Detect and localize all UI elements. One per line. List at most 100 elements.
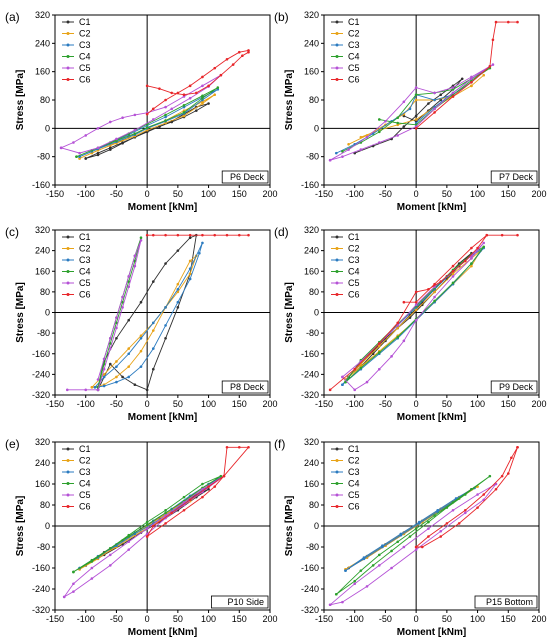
x-tick-label: 0 <box>414 189 419 199</box>
data-point <box>127 375 131 379</box>
data-point <box>151 107 155 111</box>
legend-label: C5 <box>79 490 91 500</box>
legend-label: C5 <box>348 490 360 500</box>
data-point <box>201 482 204 486</box>
y-axis-label: Stress [MPa] <box>284 70 295 131</box>
data-point <box>115 365 118 368</box>
data-point <box>485 233 489 237</box>
y-tick-label: -160 <box>301 563 319 573</box>
y-tick-label: 160 <box>304 266 319 276</box>
data-point <box>362 556 366 559</box>
data-point <box>201 84 204 88</box>
data-point <box>347 142 350 146</box>
data-point <box>488 474 492 478</box>
data-point <box>451 508 455 512</box>
y-tick-label: 240 <box>35 246 50 256</box>
data-point <box>414 527 418 530</box>
series-C6 <box>414 20 519 130</box>
data-point <box>341 600 344 604</box>
data-point <box>433 111 436 114</box>
data-point <box>510 456 513 460</box>
data-point <box>353 388 357 392</box>
y-tick-label: 160 <box>35 266 50 276</box>
x-tick-label: 200 <box>531 189 546 199</box>
data-point <box>102 384 106 388</box>
data-point <box>115 380 118 384</box>
y-tick-label: 320 <box>304 437 319 447</box>
data-point <box>341 155 344 158</box>
y-tick-label: 0 <box>45 521 50 531</box>
data-point <box>396 324 400 327</box>
y-tick-label: 240 <box>304 246 319 256</box>
data-point <box>390 566 393 570</box>
data-point <box>402 300 406 304</box>
data-point <box>463 511 467 515</box>
data-point <box>371 564 375 567</box>
x-tick-label: 100 <box>201 614 216 624</box>
data-point <box>194 109 198 112</box>
data-point <box>188 236 192 240</box>
legend-marker <box>66 505 70 508</box>
series-C6 <box>328 233 519 392</box>
data-point <box>145 523 149 526</box>
data-point <box>151 347 155 350</box>
y-tick-label: 80 <box>40 95 50 105</box>
y-tick-label: 0 <box>314 123 319 133</box>
y-tick-label: 80 <box>40 500 50 510</box>
data-point <box>127 365 131 368</box>
data-point <box>396 121 400 125</box>
data-point <box>414 127 418 130</box>
y-tick-label: 80 <box>309 95 319 105</box>
data-point <box>133 383 137 386</box>
x-tick-label: 150 <box>501 399 516 409</box>
y-tick-label: 320 <box>304 10 319 20</box>
x-tick-label: -150 <box>46 614 64 624</box>
panel-tag: P10 Side <box>227 597 264 607</box>
data-point <box>133 132 137 135</box>
data-point <box>108 564 112 567</box>
panel-tag-box <box>474 595 538 609</box>
data-point <box>164 508 167 512</box>
y-tick-label: 320 <box>35 437 50 447</box>
data-point <box>506 472 510 475</box>
legend-marker <box>335 235 339 239</box>
x-axis-label: Moment [kNm] <box>128 202 197 213</box>
x-tick-label: 150 <box>232 399 247 409</box>
data-point <box>344 569 347 572</box>
data-point <box>201 96 204 100</box>
data-point <box>145 112 149 116</box>
y-tick-label: 240 <box>304 38 319 48</box>
legend-label: C6 <box>348 502 360 512</box>
legend-marker <box>335 78 339 81</box>
panel-tag-box <box>221 380 269 394</box>
series-C6 <box>414 445 519 549</box>
legend-marker <box>335 66 339 70</box>
x-tick-label: 50 <box>173 399 183 409</box>
data-point <box>72 582 75 586</box>
legend-label: C6 <box>79 75 91 85</box>
legend-label: C2 <box>348 456 360 466</box>
legend-marker <box>335 258 339 262</box>
x-tick-label: 100 <box>470 189 485 199</box>
x-tick-label: -100 <box>77 189 95 199</box>
y-tick-label: -80 <box>37 542 50 552</box>
data-point <box>145 126 149 129</box>
data-point <box>139 336 143 340</box>
panel-tag: P8 Deck <box>230 382 265 392</box>
legend-marker <box>335 43 339 47</box>
legend-marker <box>66 20 70 24</box>
data-point <box>151 321 155 325</box>
data-point <box>96 127 100 130</box>
data-point <box>451 269 455 273</box>
chart-panel-1: -150 -100 -50 0 50 100 150 200 -160 -80 0 80 160 240 3… <box>5 10 278 213</box>
data-point <box>451 281 455 285</box>
legend-label: C5 <box>348 278 360 288</box>
data-point <box>341 375 344 379</box>
data-point <box>115 326 118 330</box>
x-tick-label: -100 <box>346 614 364 624</box>
data-point <box>247 445 250 449</box>
data-point <box>377 344 381 348</box>
data-point <box>470 246 473 250</box>
